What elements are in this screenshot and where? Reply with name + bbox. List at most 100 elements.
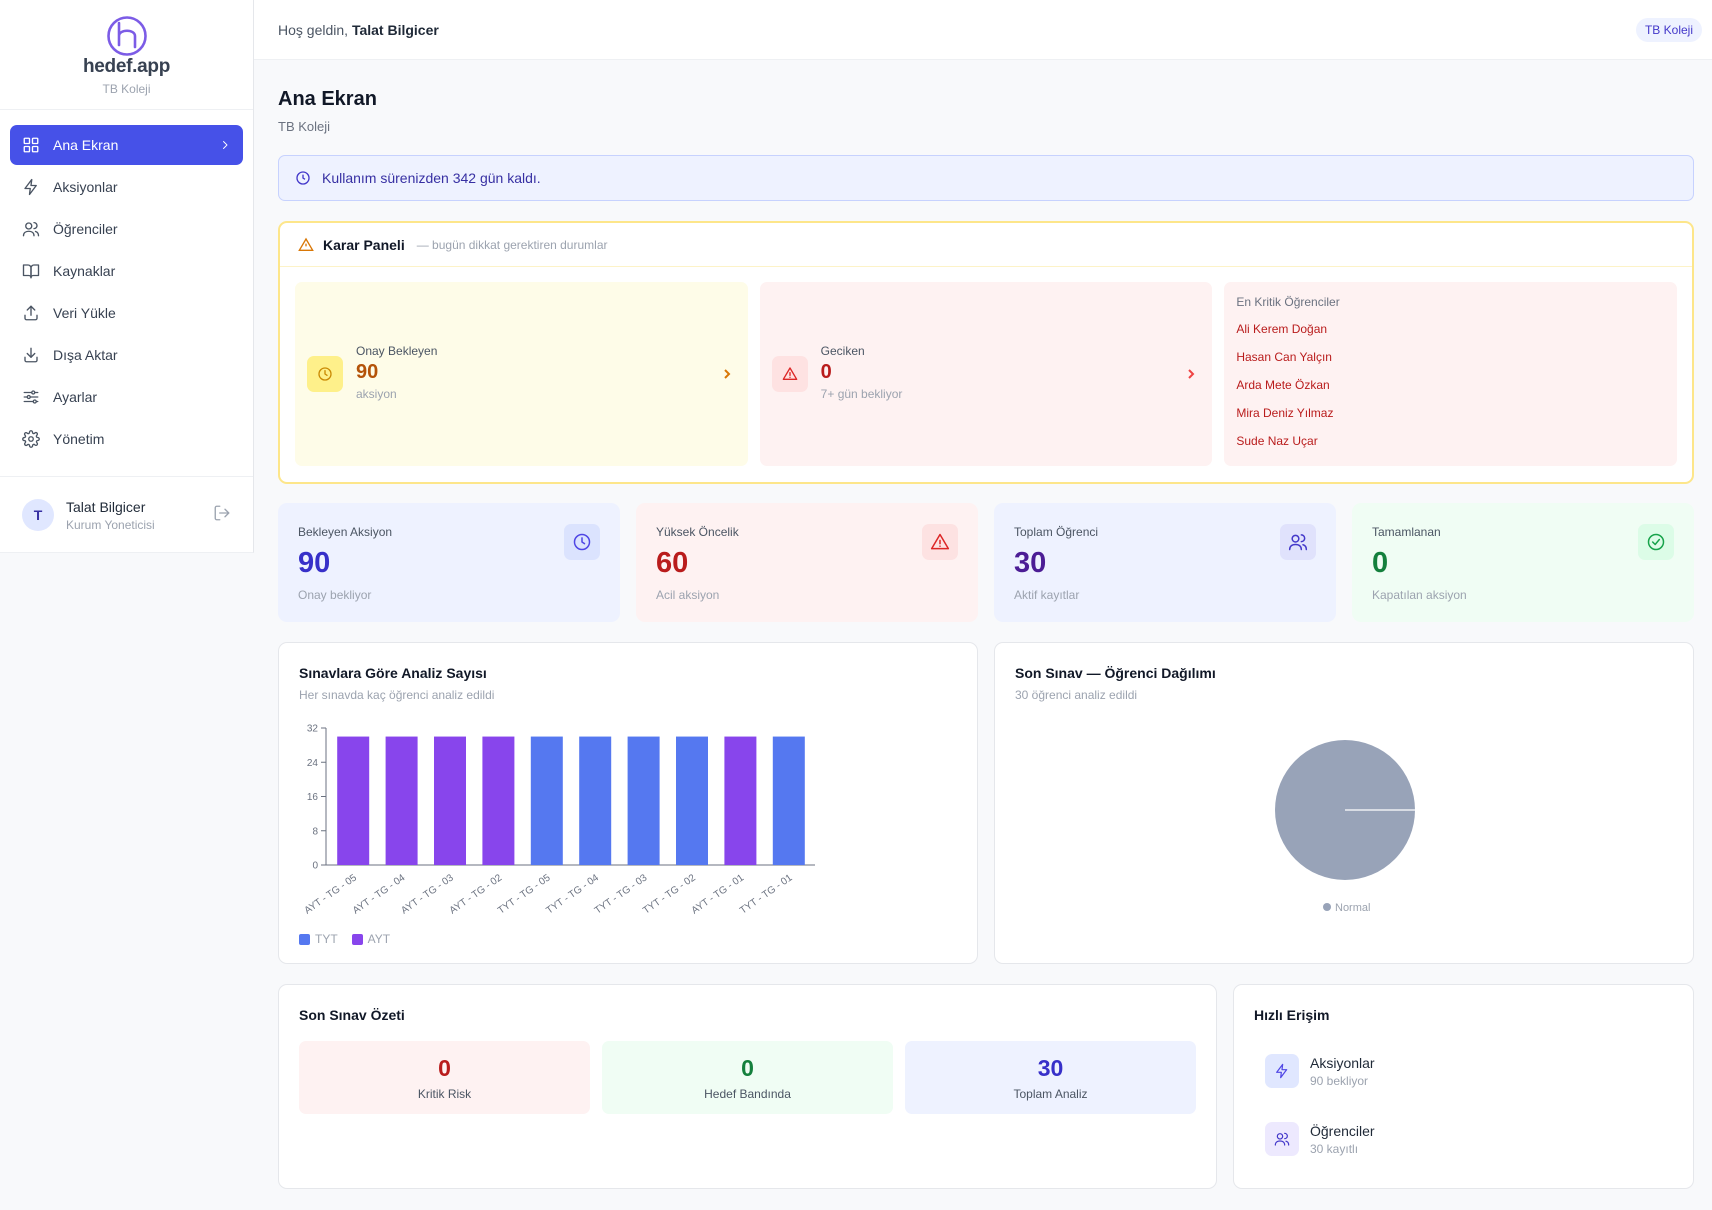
- users-icon: [1274, 1132, 1290, 1146]
- sidebar-item-ogrenciler[interactable]: Öğrenciler: [10, 209, 243, 249]
- sidebar-item-label: Ana Ekran: [53, 137, 119, 153]
- main-content: Ana Ekran TB Koleji Kullanım sürenizden …: [278, 60, 1694, 1189]
- stat-sub: Kapatılan aksiyon: [1372, 588, 1467, 602]
- bar[interactable]: [772, 736, 805, 865]
- check-circle-icon: [1647, 533, 1665, 551]
- critical-student-link[interactable]: Sude Naz Uçar: [1236, 434, 1318, 448]
- sidebar-item-aksiyonlar[interactable]: Aksiyonlar: [10, 167, 243, 207]
- license-notice-text: Kullanım sürenizden 342 gün kaldı.: [322, 170, 541, 186]
- sidebar-item-label: Yönetim: [53, 431, 105, 447]
- clock-icon: [573, 533, 591, 551]
- legend-item-tyt: TYT: [299, 932, 338, 946]
- x-tick-label: AYT - TG - 05: [303, 872, 360, 916]
- greeting-user-name: Talat Bilgicer: [351, 21, 439, 38]
- users-icon: [22, 221, 40, 237]
- x-tick-label: AYT - TG - 04: [351, 872, 408, 916]
- decision-panel: Karar Paneli — bugün dikkat gerektiren d…: [278, 221, 1694, 484]
- chevron-right-icon: [223, 141, 228, 149]
- download-icon: [24, 347, 38, 363]
- stat-value: 90: [298, 547, 331, 579]
- quick-link-aksiyonlar[interactable]: Aksiyonlar 90 bekliyor: [1254, 1054, 1375, 1088]
- users-icon: [1288, 534, 1308, 551]
- sidebar-item-label: Kaynaklar: [53, 263, 116, 279]
- x-tick-label: TYT - TG - 04: [544, 872, 601, 916]
- exam-summary-title: Son Sınav Özeti: [299, 1007, 405, 1023]
- stat-value: 0: [1372, 547, 1389, 579]
- sidebar-item-kaynaklar[interactable]: Kaynaklar: [10, 251, 243, 291]
- legend-label: TYT: [315, 932, 338, 946]
- summary-label: Kritik Risk: [417, 1086, 472, 1101]
- legend-item-ayt: AYT: [351, 932, 390, 946]
- critical-students-card: En Kritik Öğrenciler Ali Kerem Doğan Has…: [1224, 282, 1678, 466]
- bar[interactable]: [530, 736, 563, 865]
- book-icon: [22, 264, 40, 279]
- clock-icon: [296, 171, 310, 185]
- x-tick-label: AYT - TG - 02: [448, 872, 505, 916]
- pie-chart-subtitle: 30 öğrenci analiz edildi: [1015, 688, 1138, 702]
- clock-icon: [318, 367, 332, 381]
- pending-sub: aksiyon: [356, 387, 397, 401]
- bar[interactable]: [482, 736, 515, 865]
- critical-student-link[interactable]: Arda Mete Özkan: [1236, 378, 1330, 392]
- sliders-icon: [23, 390, 39, 404]
- bar[interactable]: [385, 736, 418, 865]
- critical-student-link[interactable]: Ali Kerem Doğan: [1236, 322, 1328, 336]
- quick-link-ogrenciler[interactable]: Öğrenciler 30 kayıtlı: [1254, 1122, 1375, 1156]
- sidebar-item-ayarlar[interactable]: Ayarlar: [10, 377, 243, 417]
- sidebar-item-label: Öğrenciler: [53, 221, 118, 237]
- brand: hedef.app TB Koleji: [0, 0, 253, 110]
- topbar: Hoş geldin, Talat Bilgicer TB Koleji: [254, 0, 1712, 60]
- late-card[interactable]: Geciken 0 7+ gün bekliyor: [759, 282, 1213, 466]
- summary-critical-risk: 0 Kritik Risk: [299, 1041, 590, 1114]
- brand-school: TB Koleji: [102, 82, 151, 96]
- school-chip[interactable]: TB Koleji: [1635, 17, 1702, 42]
- bar[interactable]: [579, 736, 612, 865]
- bolt-icon: [24, 178, 37, 196]
- sidebar-item-ana-ekran[interactable]: Ana Ekran: [10, 125, 243, 165]
- sidebar-item-yonetim[interactable]: Yönetim: [10, 419, 243, 459]
- pending-approval-card[interactable]: Onay Bekleyen 90 aksiyon: [295, 282, 748, 466]
- summary-target-band: 0 Hedef Bandında: [602, 1041, 893, 1114]
- user-name: Talat Bilgicer: [66, 498, 146, 515]
- legend-swatch: [351, 933, 363, 945]
- legend-swatch: [299, 933, 310, 945]
- bar[interactable]: [434, 736, 466, 865]
- y-tick-label: 32: [307, 724, 319, 735]
- sidebar-item-label: Aksiyonlar: [53, 179, 118, 195]
- stat-card-completed: Tamamlanan 0 Kapatılan aksiyon: [1352, 503, 1694, 622]
- quick-link-label: Aksiyonlar: [1310, 1054, 1375, 1071]
- page-title: Ana Ekran: [278, 88, 377, 110]
- quick-link-label: Öğrenciler: [1310, 1122, 1375, 1139]
- quick-link-sub: 90 bekliyor: [1310, 1073, 1369, 1088]
- quick-access-title: Hızlı Erişim: [1254, 1007, 1330, 1023]
- pending-label: Onay Bekleyen: [356, 344, 438, 358]
- bar[interactable]: [337, 736, 370, 865]
- hedef-logo-icon[interactable]: [105, 14, 149, 58]
- avatar[interactable]: T: [22, 499, 54, 531]
- bar[interactable]: [627, 736, 660, 865]
- bar[interactable]: [724, 736, 757, 865]
- warning-icon: [782, 367, 798, 380]
- critical-student-link[interactable]: Mira Deniz Yılmaz: [1236, 406, 1334, 420]
- chevron-right-icon: [1188, 369, 1195, 379]
- sidebar-item-disa-aktar[interactable]: Dışa Aktar: [10, 335, 243, 375]
- sidebar-item-veri-yukle[interactable]: Veri Yükle: [10, 293, 243, 333]
- late-label: Geciken: [820, 344, 865, 358]
- bar[interactable]: [676, 736, 708, 865]
- bar-chart-legend: TYT AYT: [299, 932, 390, 946]
- stat-label: Bekleyen Aksiyon: [298, 525, 393, 539]
- critical-student-link[interactable]: Hasan Can Yalçın: [1236, 350, 1332, 364]
- greeting-text: Hoş geldin,: [278, 21, 349, 38]
- stats-row: Bekleyen Aksiyon 90 Onay bekliyor Yüksek…: [278, 503, 1694, 622]
- x-tick-label: TYT - TG - 01: [738, 872, 795, 916]
- bottom-row: Son Sınav Özeti 0 Kritik Risk 0 Hedef Ba…: [278, 984, 1694, 1189]
- logout-button[interactable]: [213, 504, 231, 527]
- legend-dot: [1323, 903, 1331, 911]
- stat-value: 30: [1014, 547, 1047, 579]
- stat-value: 60: [656, 547, 689, 579]
- stat-card-pending: Bekleyen Aksiyon 90 Onay bekliyor: [278, 503, 620, 622]
- user-role: Kurum Yoneticisi: [66, 517, 155, 532]
- summary-value: 30: [1037, 1054, 1064, 1081]
- summary-value: 0: [741, 1054, 754, 1081]
